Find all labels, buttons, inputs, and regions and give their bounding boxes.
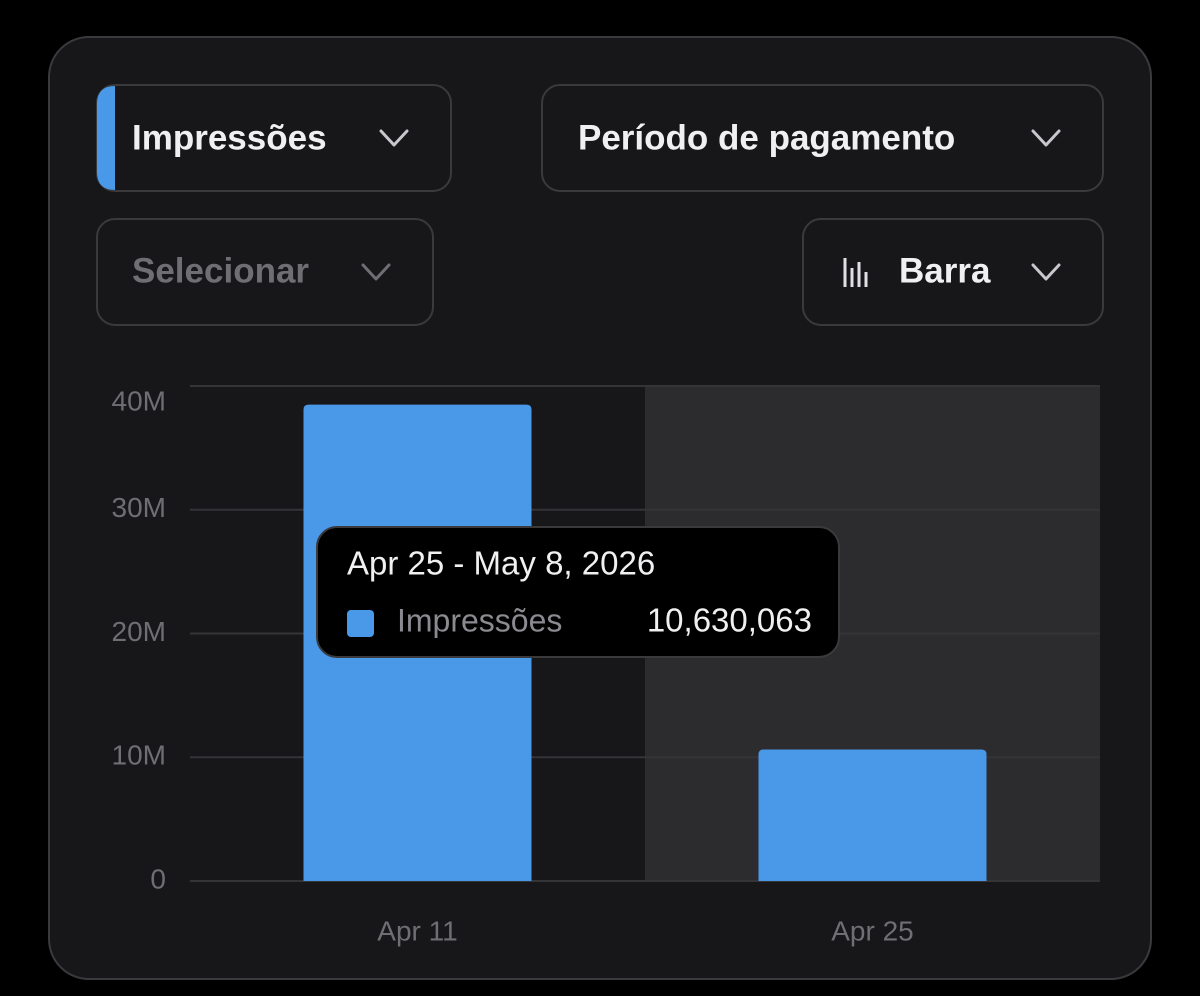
x-tick-label: Apr 25 [831, 915, 914, 946]
chart-type-dropdown[interactable]: Barra [802, 218, 1104, 326]
period-dropdown[interactable]: Período de pagamento [541, 84, 1104, 192]
chevron [1031, 263, 1061, 281]
chevron [361, 263, 391, 281]
tooltip-value: 10,630,063 [647, 602, 812, 639]
bar [758, 749, 987, 881]
y-tick-label: 30M [112, 492, 166, 523]
tooltip-box [316, 526, 840, 658]
tooltip-series-name: Impressões [397, 602, 562, 638]
chevron [1031, 129, 1061, 147]
metric-dropdown[interactable]: Impressões [96, 84, 452, 192]
chart: 0 10M 20M 30M 40M Apr 11 Apr 25 Apr 25 - May 8,… [112, 385, 1100, 946]
chart-type-label: Barra [899, 251, 991, 290]
dropdown-box [96, 218, 434, 326]
x-tick-label: Apr 11 [377, 915, 457, 946]
tooltip: Apr 25 - May 8, 2026 Impressões 10,630,063 [316, 526, 840, 658]
y-tick-label: 10M [112, 740, 166, 771]
y-tick-label: 40M [112, 385, 166, 416]
dropdown-box [802, 218, 1104, 326]
metric-label: Impressões [132, 118, 327, 157]
y-tick-label: 20M [112, 616, 166, 647]
chevron [379, 129, 409, 147]
y-tick-label: 0 [150, 863, 166, 894]
tooltip-title: Apr 25 - May 8, 2026 [347, 545, 655, 582]
period-label: Período de pagamento [578, 118, 955, 157]
filter-dropdown[interactable]: Selecionar [96, 218, 434, 326]
filter-label: Selecionar [132, 251, 309, 290]
dropdown-box [541, 84, 1104, 192]
bar-icon [843, 258, 868, 287]
metric-indicator [97, 86, 115, 190]
legend-swatch [347, 610, 374, 637]
